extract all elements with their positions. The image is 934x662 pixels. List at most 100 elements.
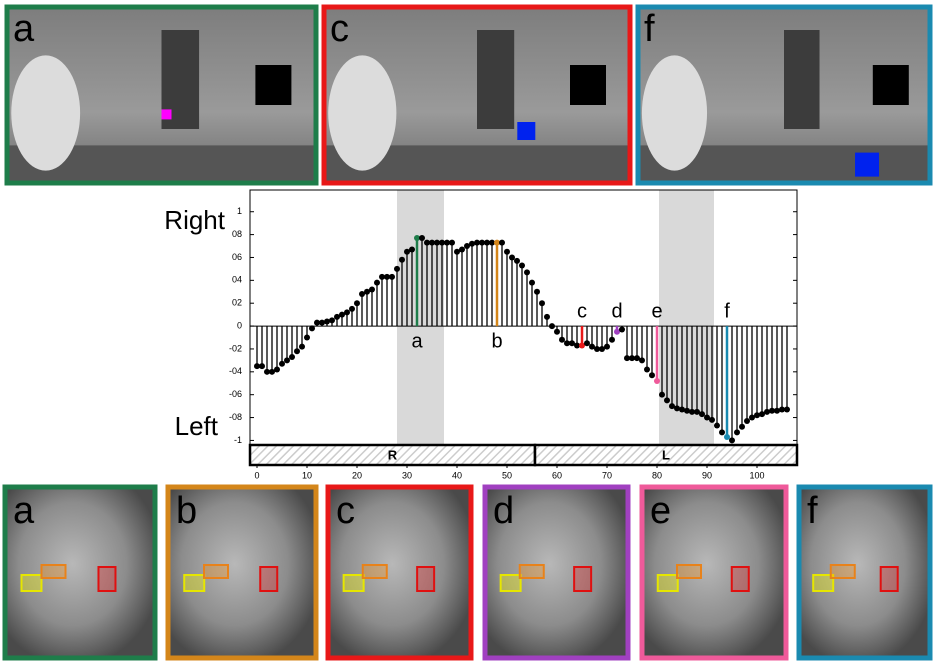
panel-label: a bbox=[13, 8, 35, 50]
y-tick-label: 08 bbox=[232, 229, 242, 239]
x-tick-label: 60 bbox=[552, 470, 562, 480]
stem-dot bbox=[514, 258, 520, 264]
stem-dot bbox=[724, 434, 730, 440]
x-tick-label: 10 bbox=[302, 470, 312, 480]
box-orange bbox=[42, 565, 66, 578]
stem-dot bbox=[534, 289, 540, 295]
stem-dot bbox=[344, 309, 350, 315]
figure: acf1080604020-02-04-06-08-1RightLeftabcd… bbox=[0, 0, 934, 662]
axis-label: Left bbox=[175, 411, 219, 441]
stem-dot bbox=[709, 417, 715, 423]
bottom-panel: d bbox=[485, 487, 628, 658]
box-yellow bbox=[344, 575, 364, 591]
x-tick-label: 30 bbox=[402, 470, 412, 480]
stem-dot bbox=[504, 249, 510, 255]
stem-dot bbox=[419, 235, 425, 241]
y-tick-label: -04 bbox=[229, 366, 242, 376]
stem-dot bbox=[294, 348, 300, 354]
stem-dot bbox=[739, 424, 745, 430]
stem-dot bbox=[274, 367, 280, 373]
top-panel: a bbox=[7, 7, 316, 183]
stem-dot bbox=[784, 407, 790, 413]
x-tick-label: 0 bbox=[254, 470, 259, 480]
x-tick-label: 40 bbox=[452, 470, 462, 480]
y-tick-label: -1 bbox=[234, 435, 242, 445]
stem-dot bbox=[289, 354, 295, 360]
box-orange bbox=[204, 565, 228, 578]
box-yellow bbox=[21, 575, 41, 591]
stem-dot bbox=[619, 327, 625, 333]
x-tick-label: 20 bbox=[352, 470, 362, 480]
stem-dot bbox=[324, 319, 330, 325]
hand-marker bbox=[162, 109, 172, 119]
highlight-label: d bbox=[611, 300, 622, 322]
stem-dot bbox=[649, 372, 655, 378]
x-tick-label: 50 bbox=[502, 470, 512, 480]
highlight-label: f bbox=[724, 300, 730, 322]
segment-label: L bbox=[662, 447, 670, 462]
x-tick-label: 100 bbox=[749, 470, 764, 480]
stem-dot bbox=[719, 429, 725, 435]
box-red bbox=[881, 567, 898, 591]
occluder bbox=[255, 65, 291, 105]
panel-label: d bbox=[493, 490, 514, 532]
y-tick-label: 04 bbox=[232, 275, 242, 285]
box-yellow bbox=[501, 575, 521, 591]
stem-dot bbox=[584, 340, 590, 346]
bottom-panel: e bbox=[642, 487, 786, 658]
door bbox=[477, 30, 514, 129]
stem-dot bbox=[659, 392, 665, 398]
box-yellow bbox=[184, 575, 204, 591]
top-panel: f bbox=[638, 7, 930, 183]
bottom-panel: f bbox=[799, 487, 930, 658]
box-red bbox=[98, 567, 115, 591]
stem-dot bbox=[609, 337, 615, 343]
stem-dot bbox=[744, 418, 750, 424]
x-tick-label: 90 bbox=[702, 470, 712, 480]
person bbox=[11, 55, 80, 170]
bottom-panel: c bbox=[328, 487, 471, 658]
y-tick-label: 1 bbox=[237, 206, 242, 216]
stem-dot bbox=[639, 357, 645, 363]
stem-dot bbox=[304, 335, 310, 341]
person bbox=[642, 55, 707, 170]
panel-label: c bbox=[336, 490, 355, 532]
stem-dot bbox=[299, 344, 305, 350]
highlight-label: b bbox=[491, 330, 502, 352]
stem-dot bbox=[664, 397, 670, 403]
axis-label: Right bbox=[164, 205, 225, 235]
stem-dot bbox=[714, 423, 720, 429]
y-tick-label: 02 bbox=[232, 298, 242, 308]
stem-dot bbox=[774, 408, 780, 414]
segment-label: R bbox=[388, 447, 398, 462]
x-tick-label: 70 bbox=[602, 470, 612, 480]
stem-dot bbox=[644, 367, 650, 373]
box-orange bbox=[363, 565, 387, 578]
top-panel: c bbox=[324, 7, 630, 183]
stem-dot bbox=[699, 411, 705, 417]
stem-dot bbox=[369, 286, 375, 292]
stem-dot bbox=[544, 314, 550, 320]
box-orange bbox=[831, 565, 855, 578]
box-red bbox=[417, 567, 434, 591]
y-tick-label: 06 bbox=[232, 252, 242, 262]
box-red bbox=[260, 567, 277, 591]
stem-dot bbox=[409, 246, 415, 252]
stem-dot bbox=[279, 361, 285, 367]
person bbox=[328, 55, 396, 170]
stem-dot bbox=[539, 300, 545, 306]
stem-dot bbox=[549, 323, 555, 329]
stem-dot bbox=[679, 407, 685, 413]
stem-dot bbox=[309, 325, 315, 331]
stem-dot bbox=[389, 274, 395, 280]
stem-dot bbox=[529, 280, 535, 286]
panel-label: b bbox=[176, 490, 197, 532]
panel-label: f bbox=[644, 8, 655, 50]
stem-dot bbox=[554, 329, 560, 335]
stem-dot bbox=[674, 405, 680, 411]
highlight-label: a bbox=[411, 330, 423, 352]
stem-dot bbox=[399, 257, 405, 263]
box-orange bbox=[520, 565, 544, 578]
door bbox=[784, 30, 820, 129]
y-tick-label: -06 bbox=[229, 389, 242, 399]
